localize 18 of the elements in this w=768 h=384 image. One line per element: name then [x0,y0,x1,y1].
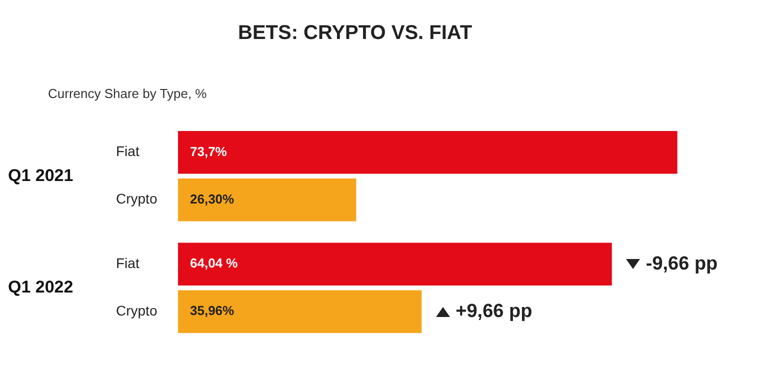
bar [178,178,356,222]
bar [178,130,678,174]
annotation: +9,66 pp [456,300,532,322]
y-tick-label: Q1 2021 [8,166,74,185]
data-label: 26,30% [190,191,235,206]
data-label: 73,7% [190,144,228,159]
text: Crypto [116,302,158,319]
chart-title: BETS: CRYPTO VS. FIAT [237,21,474,46]
series-label: Crypto [116,190,158,207]
text: Fiat [116,143,140,160]
data-label: 64,04 % [190,256,238,271]
chart-subtitle: Currency Share by Type, % [47,85,208,103]
bar [178,242,612,286]
bar [178,290,422,334]
text: Fiat [116,255,140,271]
data-label: 35,96% [190,303,235,318]
y-tick-label: Q1 2022 [8,278,74,297]
annotation: -9,66 pp [646,253,718,274]
